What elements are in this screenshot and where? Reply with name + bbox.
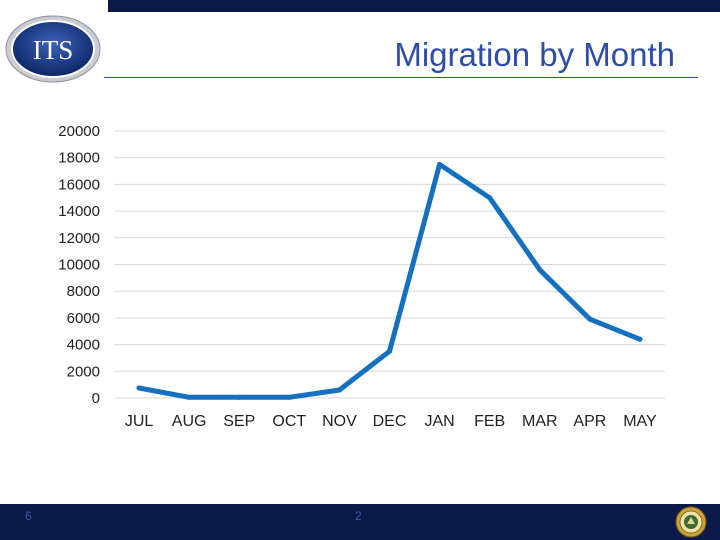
data-point — [637, 336, 643, 342]
data-point — [537, 267, 543, 273]
y-tick-label: 14000 — [58, 203, 100, 220]
data-point — [437, 161, 443, 167]
x-tick-label: APR — [573, 413, 606, 430]
x-tick-label: AUG — [172, 413, 207, 430]
series-line — [136, 161, 643, 400]
data-point — [387, 348, 392, 354]
y-tick-label: 0 — [92, 390, 100, 407]
footer-bar — [0, 504, 720, 540]
footer-page-number: 2 — [355, 509, 362, 523]
y-tick-label: 16000 — [58, 176, 100, 193]
x-tick-label: SEP — [223, 413, 255, 430]
y-tick-label: 12000 — [58, 230, 100, 247]
x-tick-label: FEB — [474, 413, 505, 430]
x-tick-label: OCT — [272, 413, 306, 430]
data-point — [136, 385, 142, 391]
top-banner — [108, 0, 720, 12]
data-point — [487, 195, 493, 201]
y-tick-label: 6000 — [67, 310, 100, 327]
series-layer — [136, 161, 643, 400]
logo-text: ITS — [33, 35, 74, 65]
data-point — [186, 394, 192, 400]
x-tick-label: MAY — [623, 413, 657, 430]
data-point — [587, 316, 593, 322]
gridlines — [114, 130, 665, 399]
x-tick-label: DEC — [373, 413, 407, 430]
y-tick-label: 20000 — [58, 123, 100, 140]
title-underline — [104, 77, 698, 78]
x-tick-label: JAN — [424, 413, 454, 430]
page-title: Migration by Month — [394, 36, 675, 73]
slide-number: 6 — [25, 509, 32, 523]
x-tick-label: MAR — [522, 413, 558, 430]
state-seal-icon — [675, 506, 707, 538]
data-point — [286, 394, 292, 400]
x-tick-labels: JUL AUG SEP OCT NOV DEC JAN FEB MAR APR MAY — [125, 413, 657, 430]
y-tick-label: 8000 — [67, 283, 100, 300]
data-point — [336, 387, 342, 393]
its-logo: ITS — [5, 15, 101, 83]
y-tick-labels: 0 2000 4000 6000 8000 10000 12000 14000 16000 180… — [58, 123, 100, 407]
x-tick-label: NOV — [322, 413, 357, 430]
x-tick-label: JUL — [125, 413, 154, 430]
y-tick-label: 4000 — [67, 337, 100, 354]
y-tick-label: 2000 — [67, 363, 100, 380]
data-point — [236, 394, 242, 400]
y-tick-label: 18000 — [58, 150, 100, 167]
y-tick-label: 10000 — [58, 257, 100, 274]
